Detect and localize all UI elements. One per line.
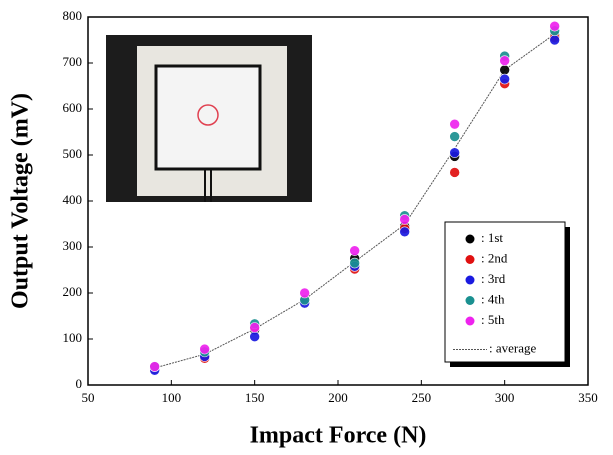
legend-swatch bbox=[465, 234, 475, 244]
x-tick-label: 200 bbox=[328, 390, 348, 405]
point bbox=[549, 20, 560, 32]
legend-label: : 5th bbox=[481, 312, 505, 327]
inset-photo bbox=[106, 35, 312, 202]
y-tick-label: 500 bbox=[63, 146, 83, 161]
y-tick-label: 700 bbox=[63, 54, 83, 69]
point bbox=[199, 343, 210, 355]
point bbox=[349, 257, 360, 269]
legend-label: : average bbox=[489, 340, 537, 355]
x-tick-label: 150 bbox=[245, 390, 265, 405]
point bbox=[149, 361, 160, 372]
point bbox=[249, 331, 260, 343]
point bbox=[449, 131, 460, 142]
point bbox=[399, 226, 410, 238]
point bbox=[499, 64, 510, 76]
point bbox=[549, 34, 560, 46]
legend-label: : 4th bbox=[481, 291, 505, 306]
point bbox=[299, 287, 310, 299]
y-tick-label: 100 bbox=[63, 330, 83, 345]
x-tick-label: 300 bbox=[495, 390, 515, 405]
y-tick-label: 0 bbox=[76, 376, 83, 391]
legend-box bbox=[444, 221, 566, 363]
legend-label: : 2nd bbox=[481, 250, 508, 265]
x-tick-label: 350 bbox=[578, 390, 598, 405]
x-axis-title: Impact Force (N) bbox=[250, 423, 427, 449]
point bbox=[449, 167, 460, 178]
point bbox=[349, 245, 360, 256]
legend-swatch bbox=[465, 296, 475, 305]
legend-label: : 1st bbox=[481, 230, 503, 245]
x-tick-label: 100 bbox=[162, 390, 182, 405]
point bbox=[499, 73, 510, 85]
point bbox=[449, 147, 460, 158]
y-tick-label: 800 bbox=[63, 8, 83, 23]
point bbox=[499, 55, 510, 67]
point bbox=[449, 118, 460, 130]
y-tick-label: 200 bbox=[63, 284, 83, 299]
y-tick-label: 300 bbox=[63, 238, 83, 253]
y-tick-label: 600 bbox=[63, 100, 83, 115]
y-tick-label: 400 bbox=[63, 192, 83, 207]
legend-swatch bbox=[465, 255, 475, 264]
x-tick-label: 250 bbox=[412, 390, 432, 405]
legend-swatch bbox=[465, 316, 475, 326]
legend-label: : 3rd bbox=[481, 271, 506, 286]
legend-swatch bbox=[465, 275, 475, 285]
x-tick-label: 50 bbox=[82, 390, 95, 405]
point bbox=[249, 322, 260, 333]
legend: : 1st : 2nd : 3rd : 4th : 5th : average bbox=[444, 221, 570, 367]
point bbox=[399, 214, 410, 225]
y-axis-title: Output Voltage (mV) bbox=[8, 93, 34, 309]
